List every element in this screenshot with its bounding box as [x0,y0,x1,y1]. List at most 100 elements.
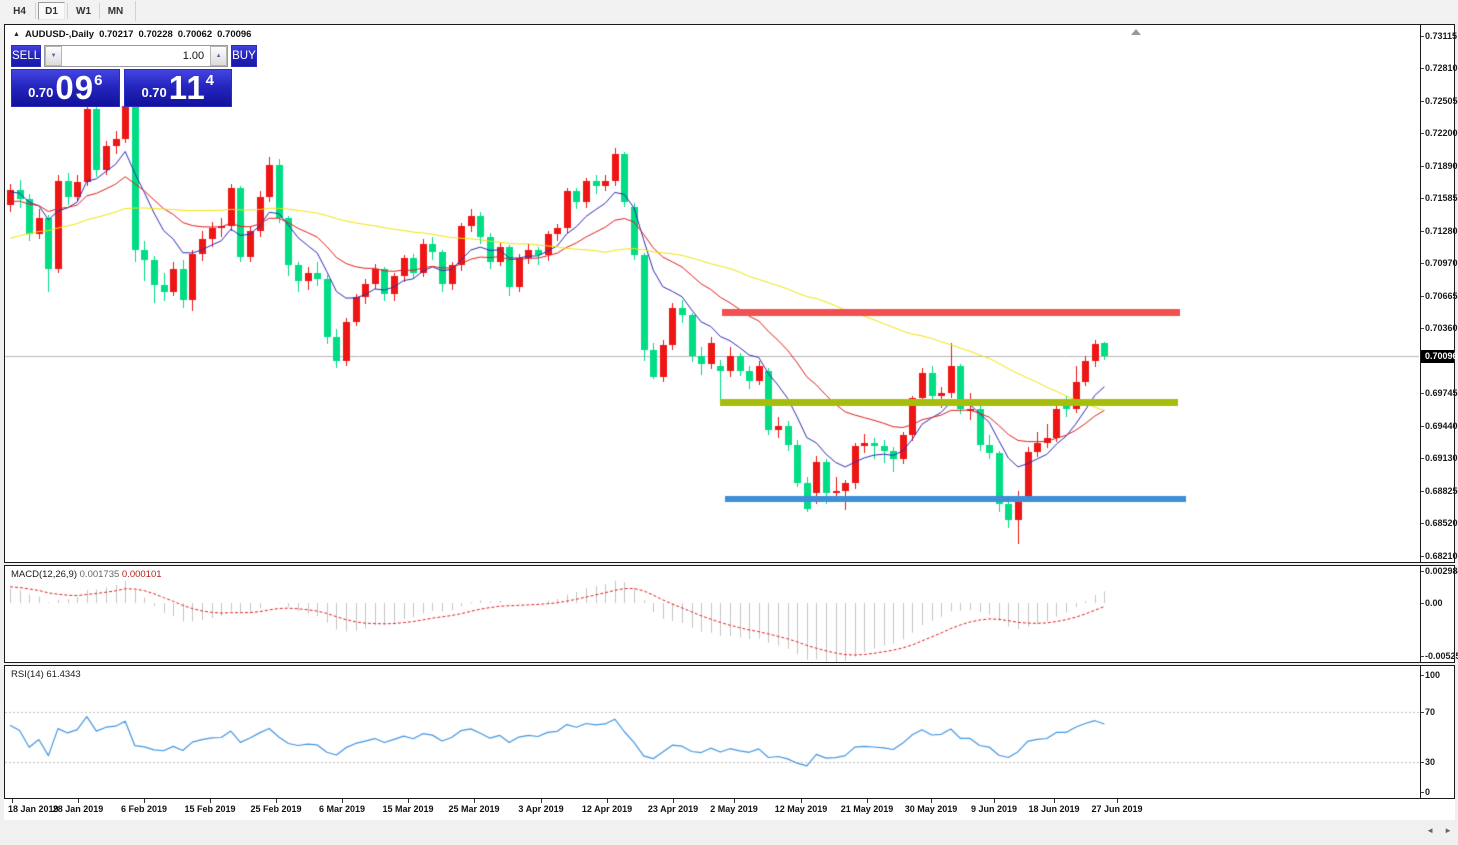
chart-shift-marker-icon[interactable] [1131,29,1141,35]
price-axis-label: 0.72810 [1421,63,1458,74]
date-tick [867,799,868,803]
date-tick [408,799,409,803]
date-axis-label: 27 Jun 2019 [1091,804,1143,814]
date-tick [144,799,145,803]
date-axis-label: 15 Feb 2019 [184,804,236,814]
price-axis-label: 0.72200 [1421,127,1458,138]
main-chart-panel: ▲ AUDUSD-,Daily 0.70217 0.70228 0.70062 … [4,24,1458,563]
date-axis-label: 28 Jan 2019 [52,804,104,814]
date-axis[interactable]: 18 Jan 2019 28 Jan 2019 6 Feb 2019 15 Feb 2… [4,799,1455,820]
date-axis-label: 12 Apr 2019 [581,804,633,814]
date-axis-label: 9 Jun 2019 [970,804,1018,814]
toolbar-separator [67,3,68,19]
date-tick [210,799,211,803]
rsi-axis-label: 70 [1420,707,1436,717]
chart-tabbar: ◄ ► [0,822,1458,845]
rsi-label: RSI(14) 61.4343 [11,669,81,680]
date-tick [931,799,932,803]
price-axis-label: 0.71890 [1421,160,1458,171]
date-tick [1117,799,1118,803]
collapse-arrow-icon[interactable]: ▲ [13,31,20,38]
rsi-axis-label: 30 [1420,757,1436,767]
date-axis-label: 18 Jan 2019 [8,804,59,814]
price-axis-label: 0.71280 [1421,225,1458,236]
macd-axis-label: 0.002984 [1421,566,1458,577]
period-button-mn[interactable]: MN [107,5,124,17]
sell-price-box[interactable]: 0.70 09 6 [11,69,120,107]
date-tick [474,799,475,803]
price-axis-label: 0.70665 [1421,290,1458,301]
date-tick [1054,799,1055,803]
date-tick [342,799,343,803]
date-axis-label: 30 May 2019 [904,804,958,814]
toolbar-separator [135,1,136,21]
macd-axis-label: 0.00 [1421,598,1443,609]
date-axis-label: 2 May 2019 [710,804,758,814]
date-axis-label: 3 Apr 2019 [518,804,564,814]
macd-chart-region[interactable]: MACD(12,26,9) 0.001735 0.000101 [5,566,1421,662]
date-axis-label: 25 Feb 2019 [250,804,302,814]
macd-canvas[interactable] [5,566,1419,662]
toolbar-separator [99,3,100,19]
rsi-value: 61.4343 [46,669,81,680]
sell-price-pip: 6 [94,72,103,89]
date-axis-label: 18 Jun 2019 [1028,804,1080,814]
price-axis[interactable]: 0.70096 0.73115 0.72810 0.72505 0.72200 0.71… [1420,25,1458,562]
price-axis-label: 0.69440 [1421,420,1458,431]
rsi-canvas[interactable] [5,666,1419,798]
date-tick [607,799,608,803]
date-tick [801,799,802,803]
quote-open: 0.70217 [99,29,134,40]
date-axis-label: 6 Mar 2019 [318,804,366,814]
price-axis-label: 0.68210 [1421,550,1458,561]
toolbar-separator [35,3,36,19]
sell-button[interactable]: SELL [11,45,42,67]
tab-scroll-right-icon[interactable]: ► [1444,826,1452,835]
current-price-label: 0.70096 [1421,350,1458,363]
date-axis-label: 21 May 2019 [840,804,894,814]
date-tick [78,799,79,803]
macd-main-value: 0.001735 [79,569,120,580]
price-chart-canvas[interactable] [5,25,1419,562]
period-button-w1[interactable]: W1 [76,5,91,17]
rsi-chart-region[interactable]: RSI(14) 61.4343 [5,666,1421,798]
quote-header: ▲ AUDUSD-,Daily 0.70217 0.70228 0.70062 … [13,29,251,40]
buy-price-big: 11 [168,69,206,106]
buy-price-prefix: 0.70 [141,85,167,100]
date-tick [276,799,277,803]
date-axis-label: 23 Apr 2019 [647,804,699,814]
rsi-axis[interactable]: 100 70 30 0 [1420,666,1454,798]
period-toolbar: H4 D1 W1 MN [0,0,1458,22]
macd-axis-label: -0.00525 [1421,651,1458,662]
rsi-axis-label: 100 [1420,669,1441,680]
volume-stepper: ▼ ▲ [44,45,229,67]
price-axis-label: 0.68825 [1421,485,1458,496]
quote-high: 0.70228 [138,29,173,40]
tab-scroll-left-icon[interactable]: ◄ [1426,826,1435,835]
volume-increase-icon[interactable]: ▲ [210,46,228,66]
one-click-trade-panel: SELL ▼ ▲ BUY 0.70 09 6 0.70 11 4 [11,45,257,107]
date-tick [541,799,542,803]
date-axis-label: 6 Feb 2019 [120,804,168,814]
price-axis-label: 0.68520 [1421,518,1458,529]
price-chart-region[interactable]: ▲ AUDUSD-,Daily 0.70217 0.70228 0.70062 … [5,25,1421,562]
buy-button[interactable]: BUY [231,45,257,67]
date-axis-label: 25 Mar 2019 [448,804,500,814]
quote-low: 0.70062 [177,29,213,40]
period-button-d1[interactable]: D1 [38,2,65,20]
macd-axis[interactable]: 0.002984 0.00 -0.00525 [1421,566,1458,662]
tab-scroll-buttons: ◄ ► [1426,826,1452,835]
period-button-h4[interactable]: H4 [13,5,26,17]
volume-input[interactable] [62,46,211,66]
buy-price-pip: 4 [205,72,215,89]
symbol-title: AUDUSD-,Daily [24,29,95,40]
price-axis-label: 0.72505 [1421,95,1458,106]
price-axis-label: 0.69130 [1421,453,1458,464]
rsi-indicator-panel: RSI(14) 61.4343 100 70 30 0 [4,665,1455,799]
macd-indicator-panel: MACD(12,26,9) 0.001735 0.000101 0.002984… [4,565,1458,663]
price-axis-label: 0.69745 [1421,388,1458,399]
buy-price-box[interactable]: 0.70 11 4 [123,69,232,107]
volume-decrease-icon[interactable]: ▼ [45,46,63,66]
sell-price-prefix: 0.70 [28,85,54,100]
macd-label: MACD(12,26,9) 0.001735 0.000101 [11,569,162,580]
